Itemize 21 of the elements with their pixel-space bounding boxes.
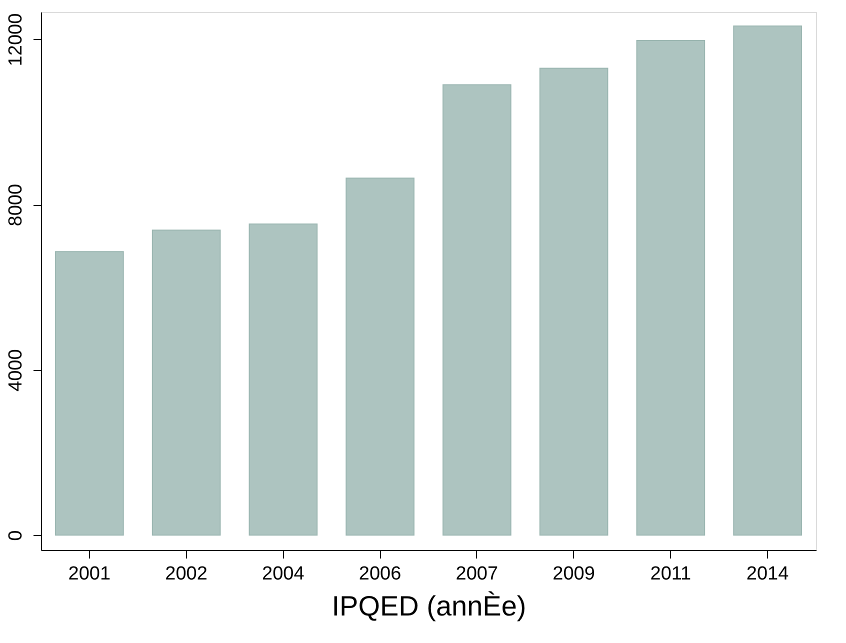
x-tick-label: 2004 [262,564,305,584]
bar [636,40,706,536]
y-tick-label: 4000 [6,349,26,392]
x-tick-label: 2001 [68,564,111,584]
x-tick-label: 2011 [650,564,692,584]
x-tick-label: 2014 [746,564,790,584]
x-tick-label: 2007 [456,564,498,584]
bar [55,251,124,536]
bar [539,68,608,536]
y-tick-label: 12000 [6,13,26,66]
bar [346,178,414,536]
y-tick-label: 8000 [6,184,26,226]
bar [442,84,512,536]
x-axis-title: IPQED (annÈe) [332,590,526,622]
bar [248,223,318,536]
x-tick-label: 2009 [552,564,595,584]
x-tick-label: 2002 [165,564,208,584]
x-tick-label: 2006 [358,564,402,584]
bar [733,26,802,536]
y-tick-label: 0 [6,530,26,541]
bar [152,230,221,536]
